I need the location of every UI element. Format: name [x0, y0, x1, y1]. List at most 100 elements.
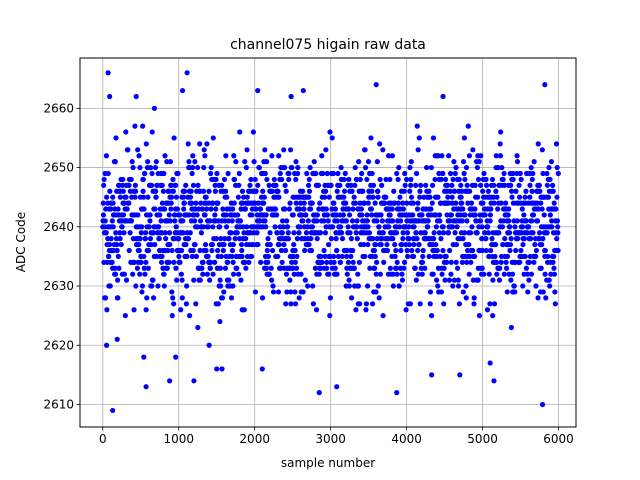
data-point	[372, 253, 378, 260]
data-point	[291, 241, 297, 248]
data-point	[323, 147, 329, 153]
data-point	[190, 182, 197, 188]
data-point	[144, 295, 150, 301]
data-point	[339, 236, 346, 242]
data-point	[401, 259, 408, 265]
data-point	[497, 153, 504, 159]
data-point	[503, 259, 509, 265]
data-point	[300, 188, 306, 194]
data-point	[162, 153, 168, 159]
data-point	[145, 265, 151, 271]
data-point	[130, 164, 136, 171]
data-point	[141, 253, 147, 260]
data-point	[113, 230, 119, 236]
data-point	[240, 224, 246, 230]
plot-frame	[79, 57, 577, 428]
data-point	[113, 236, 120, 242]
data-point	[471, 301, 477, 307]
data-point	[409, 247, 415, 254]
data-point	[200, 224, 206, 230]
data-point	[327, 295, 334, 301]
data-point	[204, 271, 210, 277]
data-point	[440, 247, 446, 254]
data-point	[446, 277, 452, 283]
data-point	[112, 271, 119, 277]
data-point	[465, 200, 471, 206]
data-point	[483, 182, 490, 188]
data-point	[149, 129, 155, 135]
data-point	[444, 182, 451, 188]
data-point	[401, 188, 407, 194]
data-point	[122, 313, 128, 319]
data-point	[239, 253, 245, 260]
data-point	[269, 277, 275, 283]
data-point	[268, 265, 274, 271]
data-point	[454, 265, 461, 271]
data-point	[270, 289, 277, 295]
outlier-point	[173, 354, 179, 360]
data-point	[509, 271, 516, 277]
data-point	[512, 289, 518, 295]
data-point	[210, 271, 216, 277]
data-point	[389, 206, 395, 212]
data-point	[493, 259, 500, 265]
data-point	[531, 259, 537, 265]
data-point	[467, 188, 473, 194]
data-point	[435, 194, 441, 200]
data-point	[284, 218, 290, 224]
data-point	[167, 159, 174, 165]
data-point	[517, 259, 523, 265]
data-point	[408, 182, 414, 188]
data-point	[235, 271, 242, 277]
data-point	[496, 277, 503, 283]
data-point	[271, 176, 277, 183]
data-point	[395, 176, 401, 183]
data-point	[374, 218, 380, 224]
data-point	[367, 265, 373, 271]
data-point	[492, 253, 498, 260]
data-point	[284, 289, 290, 295]
data-point	[508, 188, 515, 194]
data-point	[354, 176, 360, 183]
data-point	[213, 236, 220, 242]
data-point	[380, 313, 386, 319]
data-point	[434, 277, 440, 283]
data-point	[308, 206, 314, 212]
data-point	[256, 164, 262, 171]
data-point	[213, 206, 219, 212]
data-point	[135, 212, 141, 218]
data-point	[104, 194, 110, 200]
data-point	[352, 182, 358, 188]
data-point	[459, 200, 465, 206]
data-point	[179, 247, 185, 254]
data-point	[115, 206, 121, 212]
data-point	[222, 265, 228, 271]
data-point	[110, 194, 116, 200]
data-point	[369, 170, 375, 177]
data-point	[490, 313, 496, 319]
data-point	[171, 212, 178, 218]
data-point	[447, 170, 454, 177]
data-point	[390, 236, 396, 242]
data-point	[258, 259, 264, 265]
data-point	[218, 253, 224, 260]
data-point	[537, 188, 543, 194]
outlier-point	[539, 401, 546, 408]
data-point	[100, 212, 107, 218]
data-point	[392, 241, 398, 248]
data-point	[230, 259, 236, 265]
data-point	[425, 218, 431, 224]
data-point	[243, 236, 249, 242]
data-point	[236, 182, 242, 188]
data-point	[428, 164, 434, 171]
data-point	[269, 247, 276, 254]
data-point	[152, 241, 158, 248]
data-point	[276, 153, 282, 159]
data-point	[297, 200, 304, 206]
data-point	[237, 129, 243, 135]
data-point	[212, 212, 218, 218]
data-point	[468, 200, 475, 206]
data-point	[491, 301, 498, 307]
data-point	[128, 218, 135, 224]
data-point	[441, 301, 447, 307]
